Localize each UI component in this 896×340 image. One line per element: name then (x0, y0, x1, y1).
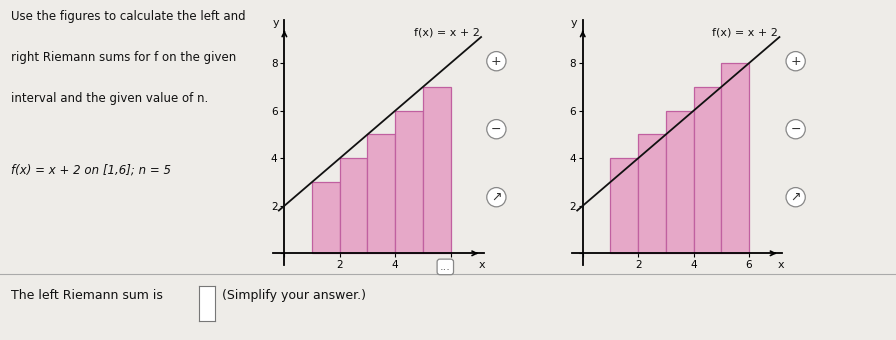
Text: f(x) = x + 2 on [1,6]; n = 5: f(x) = x + 2 on [1,6]; n = 5 (11, 163, 171, 176)
Text: +: + (790, 55, 801, 68)
Text: ↗: ↗ (491, 191, 502, 204)
Text: Use the figures to calculate the left and: Use the figures to calculate the left an… (11, 10, 246, 23)
Bar (395, 111, 423, 253)
Bar (694, 87, 721, 253)
Bar (423, 87, 451, 253)
Text: +: + (491, 55, 502, 68)
Bar (340, 158, 367, 253)
Bar (638, 135, 666, 253)
Text: x: x (479, 260, 486, 270)
Bar (666, 111, 694, 253)
Text: x: x (778, 260, 784, 270)
Bar (721, 63, 749, 253)
Text: ↗: ↗ (790, 191, 801, 204)
Bar (367, 135, 395, 253)
Text: (Simplify your answer.): (Simplify your answer.) (222, 289, 366, 302)
Text: interval and the given value of n.: interval and the given value of n. (11, 92, 208, 105)
Text: f(x) = x + 2: f(x) = x + 2 (712, 28, 778, 38)
Bar (312, 182, 340, 253)
Text: The left Riemann sum is: The left Riemann sum is (11, 289, 163, 302)
Text: y: y (272, 18, 280, 28)
Text: f(x) = x + 2: f(x) = x + 2 (414, 28, 479, 38)
Text: ...: ... (440, 262, 451, 272)
Text: right Riemann sums for f on the given: right Riemann sums for f on the given (11, 51, 236, 64)
Text: −: − (790, 123, 801, 136)
Text: −: − (491, 123, 502, 136)
Bar (610, 158, 638, 253)
Text: y: y (571, 18, 578, 28)
